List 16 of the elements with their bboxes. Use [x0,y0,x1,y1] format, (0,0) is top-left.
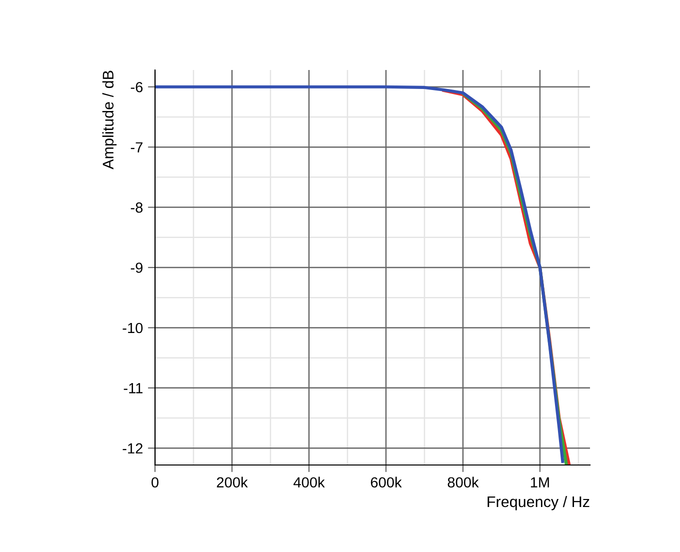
y-tick-label: -10 [122,322,143,334]
y-tick-label: -12 [122,443,142,454]
x-tick-label: 1M [530,477,549,488]
x-tick-label: 0 [152,477,158,488]
y-tick-label: -7 [130,142,142,152]
y-axis-title: Amplitude / dB [102,70,117,170]
y-tick-label: -9 [130,262,143,273]
x-tick-label: 800k [448,476,479,488]
x-tick-label: 200k [216,476,248,488]
y-tick-label: -11 [124,383,142,394]
y-tick-label: -8 [130,202,143,213]
x-tick-label: 400k [294,476,325,488]
y-tick-label: -6 [130,82,143,92]
x-tick-label: 600k [370,476,402,488]
line-series [155,85,564,463]
x-axis-title: Frequency / Hz [488,496,590,510]
